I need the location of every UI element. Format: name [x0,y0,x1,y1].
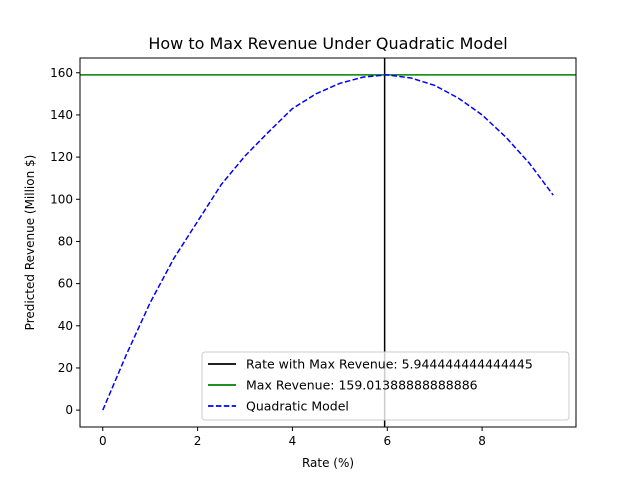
y-tick-label: 80 [58,234,73,248]
x-axis-label: Rate (%) [302,456,354,470]
legend-label: Max Revenue: 159.01388888888886 [246,378,478,393]
chart-title: How to Max Revenue Under Quadratic Model [148,34,507,53]
y-tick-label: 40 [58,319,73,333]
y-tick-label: 20 [58,361,73,375]
y-tick-label: 100 [50,192,73,206]
x-axis: 0 2 4 6 8 [99,427,486,448]
x-tick-label: 4 [289,434,297,448]
x-tick-label: 2 [194,434,202,448]
legend: Rate with Max Revenue: 5.944444444444445… [201,351,570,421]
legend-label: Quadratic Model [246,399,349,414]
y-tick-label: 140 [50,108,73,122]
y-tick-label: 0 [65,403,73,417]
x-tick-label: 8 [478,434,486,448]
plot-frame [79,57,577,428]
legend-label: Rate with Max Revenue: 5.944444444444445 [246,357,533,372]
quadratic-model-line [102,74,554,411]
x-tick-label: 0 [99,434,107,448]
y-axis-label: Predicted Revenue (Million $) [23,155,37,331]
y-axis: 0 20 40 60 80 100 120 140 160 [50,66,80,417]
y-tick-label: 160 [50,66,73,80]
y-tick-label: 120 [50,150,73,164]
y-tick-label: 60 [58,277,73,291]
x-tick-label: 6 [383,434,391,448]
legend-box [201,351,570,421]
